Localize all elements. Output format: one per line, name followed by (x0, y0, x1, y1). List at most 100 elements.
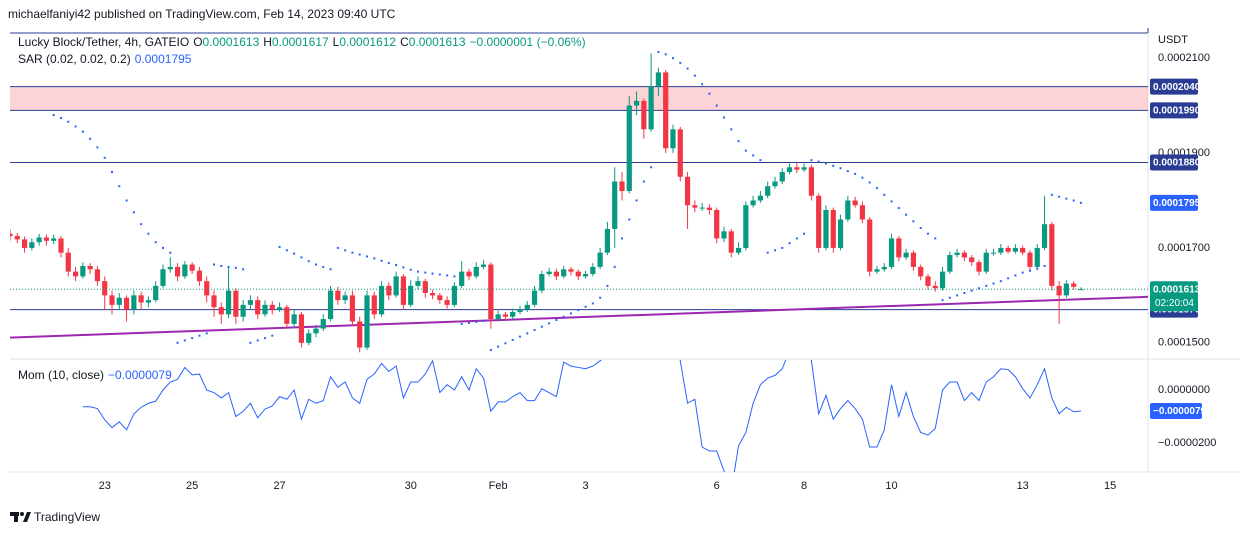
sar-dot (511, 338, 514, 341)
sar-value: 0.0001795 (134, 52, 192, 66)
candle-body (633, 100, 640, 106)
sar-dot (344, 249, 347, 252)
sar-dot (715, 104, 718, 107)
sar-dot (263, 337, 266, 340)
sar-dot (868, 181, 871, 184)
sar-dot (584, 305, 587, 308)
candle-body (575, 271, 581, 277)
ohlc-label: O (193, 35, 203, 49)
candle-body (714, 209, 720, 239)
x-tick-label: 10 (885, 480, 897, 492)
sar-dot (1072, 199, 1075, 202)
candle-body (677, 129, 683, 177)
candle-body (728, 231, 734, 253)
sar-dot (526, 332, 529, 335)
sar-dot (358, 253, 361, 256)
candle-body (298, 314, 305, 343)
candle-body (888, 238, 895, 267)
candle-body (371, 295, 377, 315)
sar-dot (482, 319, 485, 322)
sar-dot (191, 337, 194, 340)
candle-body (400, 276, 407, 305)
sar-dot (905, 213, 908, 216)
level-label-box (1150, 102, 1198, 119)
mom-value-box (1150, 402, 1202, 419)
sar-dot (424, 271, 427, 274)
candle-body (765, 186, 771, 196)
sar-dot (1065, 197, 1068, 200)
candle-body (939, 271, 946, 289)
candle-body (692, 205, 698, 208)
candle-body (648, 86, 654, 130)
candle-body (80, 265, 86, 277)
candle-body (845, 200, 851, 220)
candle-body (990, 252, 997, 254)
candle-body (706, 207, 713, 210)
sar-dot (227, 265, 230, 268)
candle-body (364, 295, 370, 348)
sar-dot (198, 334, 201, 337)
sar-dot (752, 154, 755, 157)
candle-body (451, 285, 458, 305)
sar-dot (518, 335, 521, 338)
level-label-box (1150, 78, 1198, 95)
candle-body (444, 300, 450, 305)
sar-dot (67, 120, 70, 123)
sar-dot (737, 140, 740, 143)
sar-dot (926, 232, 929, 235)
candle-body (87, 265, 93, 270)
mom-tick-label: 0.0000000 (1158, 384, 1210, 396)
candle-body (655, 72, 662, 87)
candle-body (772, 181, 778, 187)
candle-body (604, 228, 611, 253)
sar-dot (1036, 267, 1039, 270)
sar-dot (467, 321, 470, 324)
candle-body (670, 129, 676, 149)
candle-body (240, 304, 246, 317)
sar-legend: SAR (0.02, 0.02, 0.2) 0.0001795 (18, 52, 191, 66)
candle-body (1020, 247, 1026, 253)
sar-dot (781, 246, 784, 249)
sar-dot (671, 57, 674, 60)
sar-dot (161, 246, 164, 249)
sar-dot (708, 92, 711, 95)
candle-body (837, 219, 844, 248)
sar-dot (591, 302, 594, 305)
candle-body (386, 285, 392, 296)
candle-body (808, 167, 815, 196)
momentum-pane (82, 360, 1082, 472)
candle-body (116, 297, 122, 305)
momentum-line (82, 360, 1082, 472)
candle-body (859, 205, 866, 220)
sar-dot (110, 171, 113, 174)
sar-dot (300, 256, 303, 259)
x-tick-label: 13 (1017, 480, 1029, 492)
candle-body (903, 252, 909, 258)
candle-body (327, 290, 334, 320)
level-label: 0.0002040 (1153, 82, 1201, 93)
sar-dot (941, 299, 944, 302)
sar-dot (1058, 195, 1061, 198)
candle-body (94, 269, 101, 282)
candle-body (225, 290, 232, 315)
axes: 0.00015000.00017000.00019000.00021000.00… (99, 52, 1217, 492)
candle-body (502, 314, 509, 317)
candle-body (626, 105, 632, 191)
sar-dot (409, 268, 412, 271)
candle-body (10, 233, 13, 237)
candle-body (1049, 224, 1055, 286)
sar-dot (132, 211, 135, 214)
sar-dot (693, 74, 696, 77)
candle-body (437, 295, 443, 301)
candle-body (699, 207, 705, 209)
candle-body (145, 300, 152, 303)
candle-body (284, 307, 290, 324)
sar-dot (628, 218, 631, 221)
candle-body (954, 252, 960, 256)
candle-body (721, 231, 727, 239)
candle-body (1027, 252, 1033, 267)
sar-dot (402, 266, 405, 269)
sar-dot (431, 272, 434, 275)
sar-dot (460, 322, 463, 325)
